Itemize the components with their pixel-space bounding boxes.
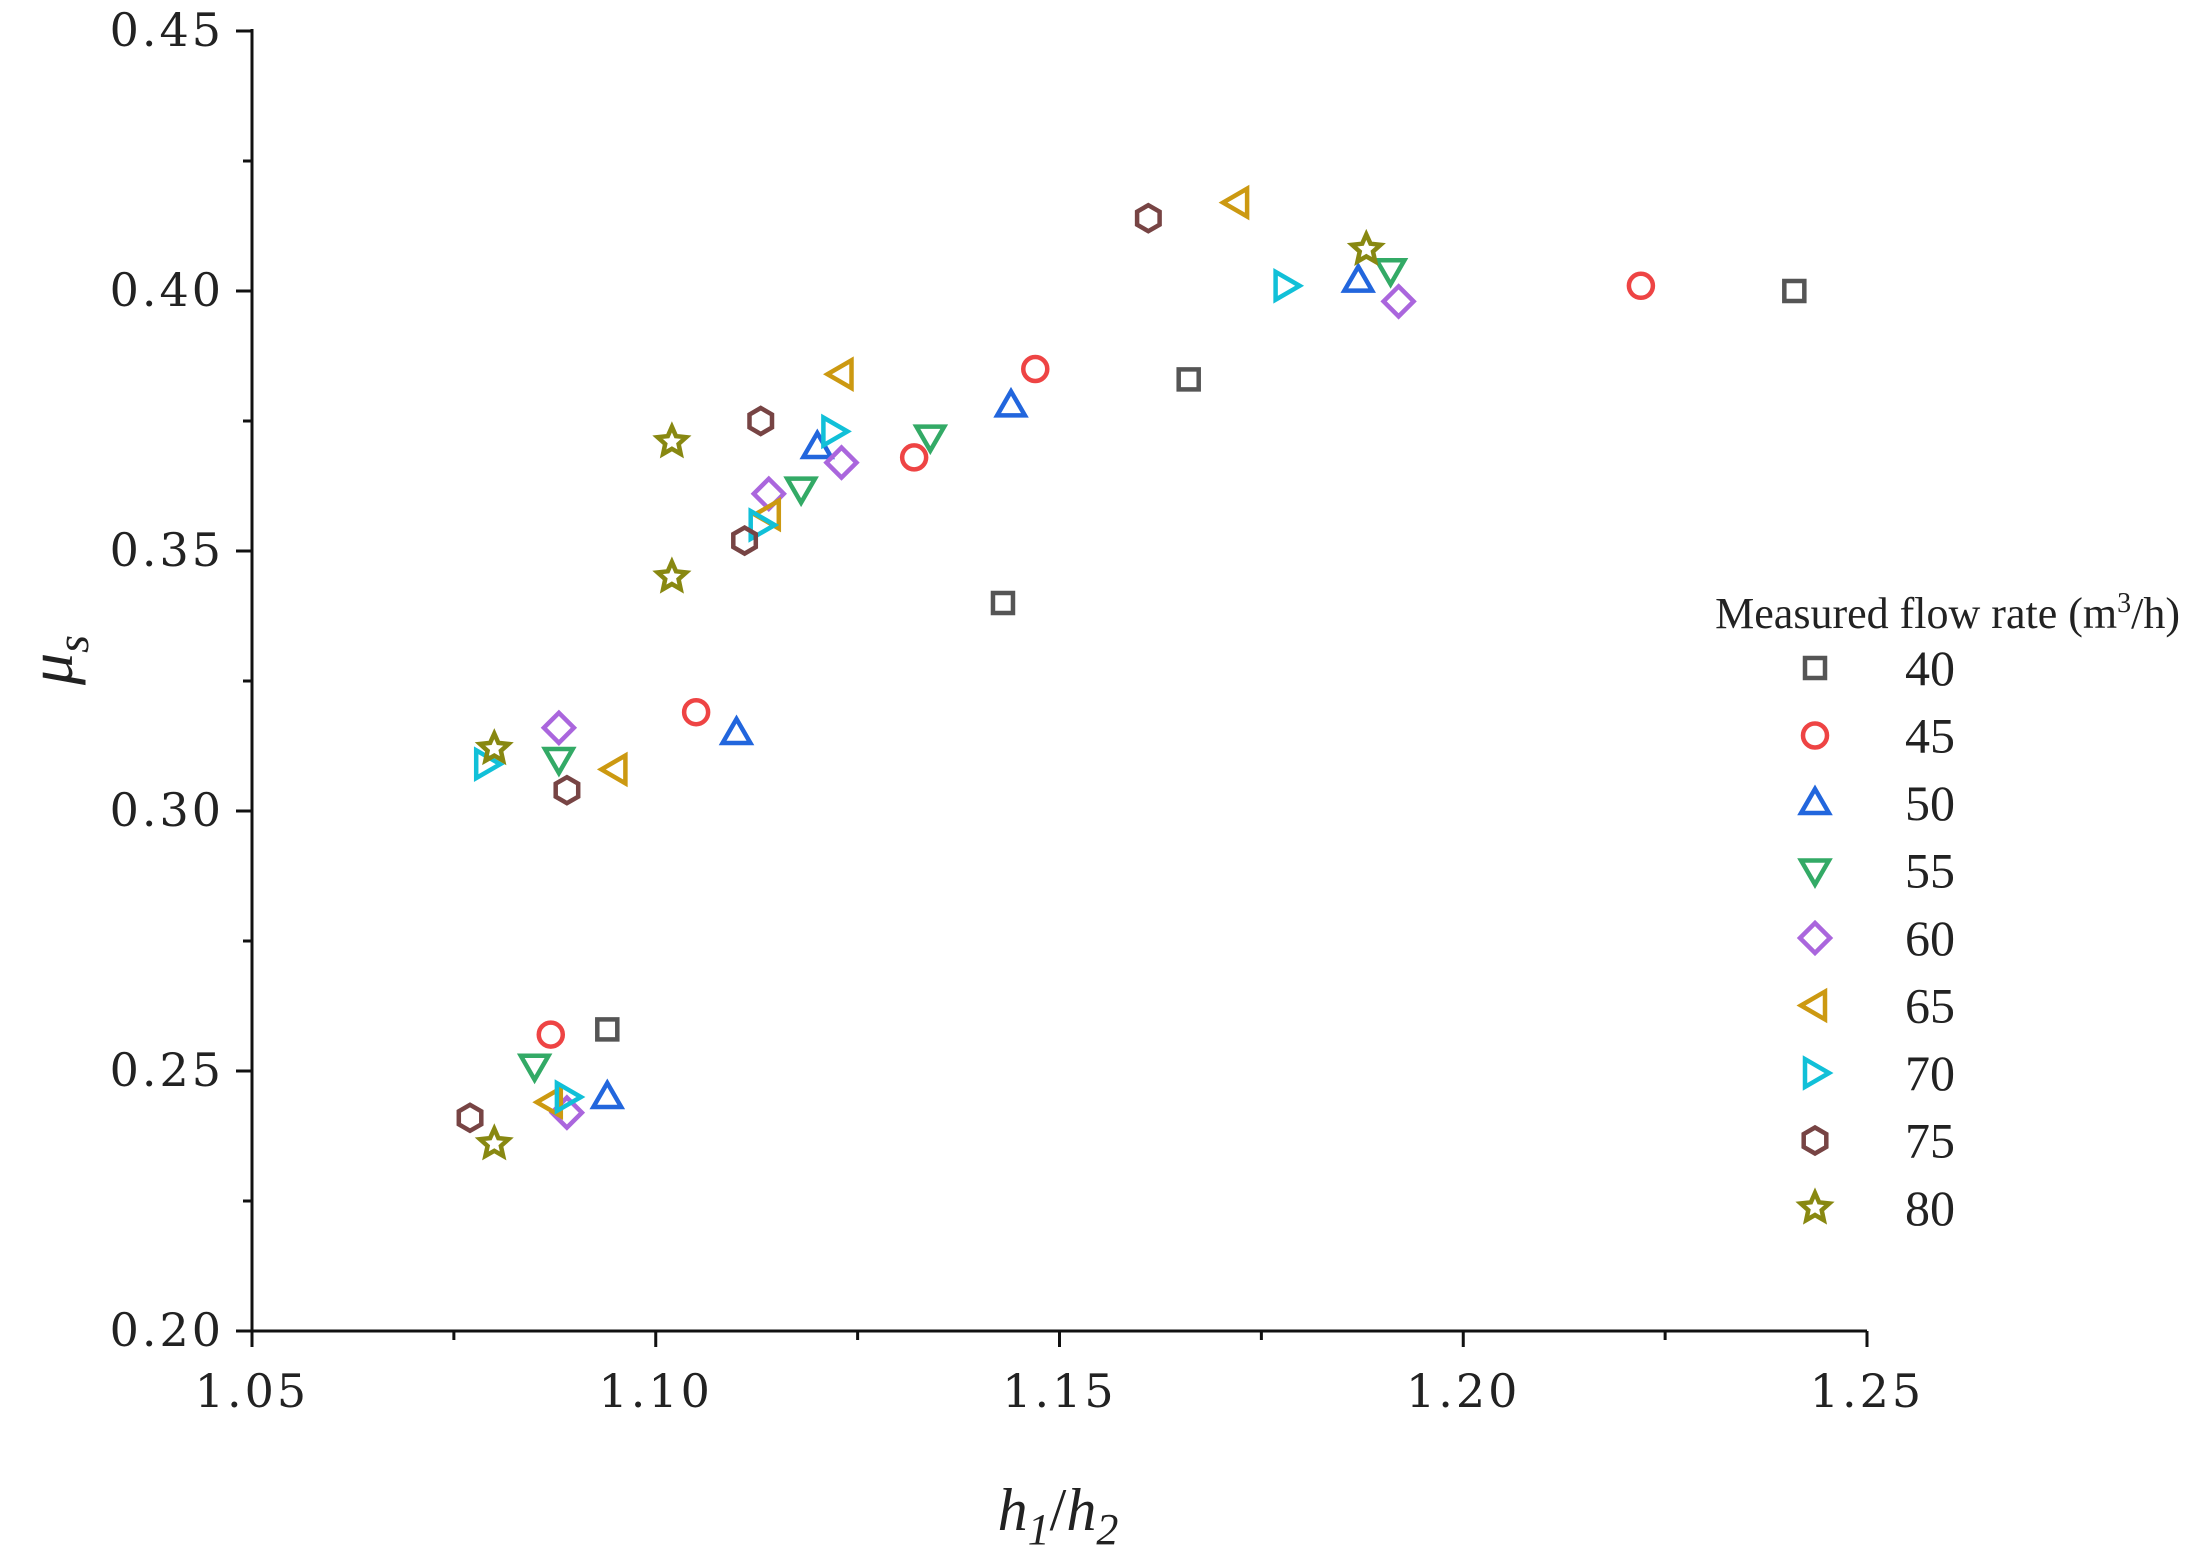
legend-label: 40 bbox=[1905, 640, 1955, 696]
data-point-55 bbox=[912, 424, 949, 456]
data-point-40 bbox=[1176, 367, 1201, 392]
data-point-80 bbox=[652, 421, 692, 459]
legend-marker-45 bbox=[1800, 721, 1830, 750]
legend-marker-40 bbox=[1802, 655, 1828, 681]
x-axis-title: h1/h2 bbox=[998, 1477, 1119, 1554]
y-tick-label: 0.25 bbox=[110, 1043, 224, 1097]
data-point-65 bbox=[1218, 184, 1250, 221]
x-axis-title-part: 2 bbox=[1096, 1505, 1118, 1554]
data-point-75 bbox=[747, 405, 775, 437]
axes: 0.20 0.25 0.30 0.35 0.40 0.45 1.05 1.10 1.15 1.20… bbox=[15, 3, 1924, 1554]
x-tick-label: 1.20 bbox=[1406, 1364, 1520, 1418]
x-tick-label: 1.25 bbox=[1810, 1364, 1924, 1418]
legend-label: 80 bbox=[1905, 1180, 1955, 1236]
data-point-45 bbox=[681, 697, 711, 727]
legend-label: 45 bbox=[1905, 708, 1955, 764]
data-point-55 bbox=[516, 1053, 553, 1085]
legend-marker-55 bbox=[1797, 858, 1833, 889]
data-point-50 bbox=[589, 1078, 626, 1110]
y-tick-label: 0.20 bbox=[110, 1303, 224, 1357]
x-tick-label: 1.05 bbox=[195, 1364, 309, 1418]
data-point-75 bbox=[553, 774, 581, 806]
x-axis-title-part: 1 bbox=[1028, 1505, 1050, 1554]
data-point-55 bbox=[541, 746, 577, 778]
y-axis-title: μs bbox=[15, 635, 98, 686]
data-point-70 bbox=[1273, 267, 1305, 304]
data-point-45 bbox=[536, 1020, 566, 1049]
data-point-50 bbox=[1340, 262, 1376, 293]
data-point-80 bbox=[1346, 228, 1386, 267]
data-point-80 bbox=[652, 556, 692, 594]
data-point-40 bbox=[595, 1017, 620, 1042]
y-tick-label: 0.35 bbox=[110, 523, 224, 577]
legend-marker-60 bbox=[1796, 919, 1834, 957]
data-point-40 bbox=[1782, 278, 1807, 304]
y-axis-title-sub: s bbox=[47, 635, 98, 653]
x-tick-label: 1.15 bbox=[1002, 1364, 1116, 1418]
legend-label: 70 bbox=[1905, 1045, 1955, 1101]
legend-marker-50 bbox=[1797, 784, 1833, 816]
x-axis-title-part: h bbox=[1066, 1477, 1096, 1543]
legend-label: 60 bbox=[1905, 910, 1955, 966]
data-point-45 bbox=[899, 443, 929, 472]
data-point-65 bbox=[823, 356, 854, 393]
data-point-80 bbox=[474, 728, 514, 766]
data-point-65 bbox=[532, 1084, 564, 1121]
data-point-60 bbox=[540, 709, 578, 746]
legend-marker-65 bbox=[1796, 987, 1828, 1024]
data-point-55 bbox=[783, 476, 819, 508]
data-point-45 bbox=[1021, 354, 1050, 384]
data-point-65 bbox=[596, 751, 628, 788]
data-point-55 bbox=[1372, 257, 1409, 289]
legend-label: 75 bbox=[1905, 1113, 1955, 1169]
y-axis-title-main: μ bbox=[15, 653, 86, 686]
y-tick-label: 0.40 bbox=[110, 263, 224, 317]
data-point-45 bbox=[1626, 271, 1656, 301]
legend: Measured flow rate (m3/h)404550556065707… bbox=[1715, 588, 2180, 1236]
data-point-75 bbox=[456, 1102, 484, 1134]
legend-marker-75 bbox=[1801, 1124, 1829, 1157]
data-point-70 bbox=[748, 507, 780, 543]
y-tick-label: 0.45 bbox=[110, 3, 224, 57]
data-point-40 bbox=[990, 590, 1016, 616]
legend-marker-80 bbox=[1795, 1187, 1835, 1225]
x-tick-label: 1.10 bbox=[599, 1364, 713, 1418]
legend-title-sup: 3 bbox=[2117, 588, 2131, 619]
data-point-50 bbox=[993, 386, 1029, 418]
data-point-70 bbox=[554, 1079, 586, 1115]
data-point-80 bbox=[474, 1123, 514, 1161]
data-point-75 bbox=[731, 525, 759, 557]
data-point-60 bbox=[1380, 283, 1417, 320]
data-point-50 bbox=[718, 714, 755, 746]
x-axis-title-part: h bbox=[998, 1477, 1028, 1543]
data-points bbox=[456, 184, 1807, 1161]
data-point-70 bbox=[821, 413, 852, 450]
legend-marker-70 bbox=[1802, 1055, 1834, 1091]
legend-title-text: Measured flow rate (m bbox=[1715, 589, 2117, 638]
legend-label: 55 bbox=[1905, 843, 1955, 899]
y-tick-label: 0.30 bbox=[110, 783, 224, 837]
legend-title: Measured flow rate (m3/h) bbox=[1715, 588, 2180, 638]
legend-label: 65 bbox=[1905, 978, 1955, 1034]
legend-label: 50 bbox=[1905, 775, 1955, 831]
data-point-60 bbox=[823, 444, 860, 481]
data-point-75 bbox=[1134, 202, 1162, 234]
legend-title-text: /h) bbox=[2131, 589, 2180, 638]
x-axis-title-part: / bbox=[1050, 1477, 1067, 1543]
